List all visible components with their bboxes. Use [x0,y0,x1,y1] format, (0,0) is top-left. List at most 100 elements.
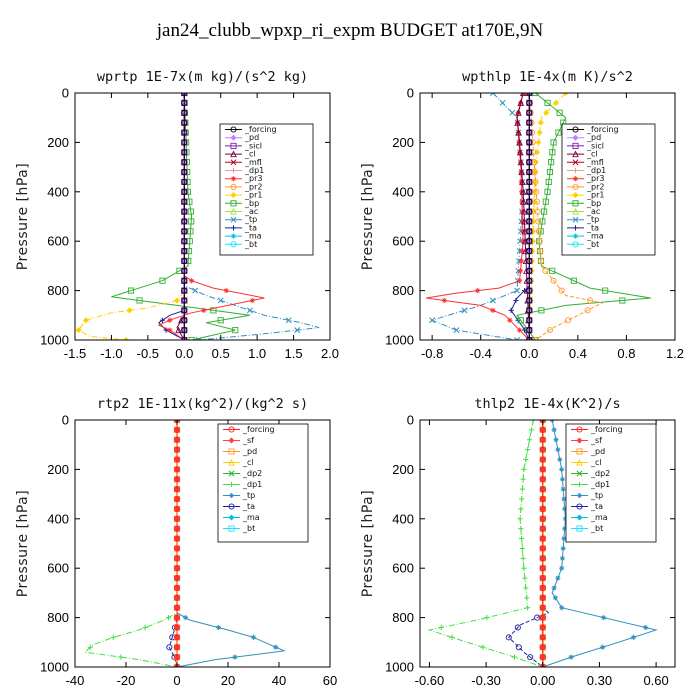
series-point-tp [285,317,292,324]
series-point-cl [517,99,525,106]
series-point-forcing [173,584,181,592]
series-point-forcing [181,277,188,284]
series-point-tp [246,307,253,314]
panel-title: wprtp 1E-7x(m kg)/(s^2 kg) [97,69,308,85]
series-point-pr1 [82,317,89,324]
series-point-tp [559,605,565,611]
series-point-pr3 [490,307,496,313]
series-point-cl [516,148,524,156]
series-point-pr2 [537,248,544,255]
series-point-forcing [173,515,181,522]
series-point-forcing [539,535,546,542]
series-point-bp [541,208,548,215]
legend-marker [576,470,583,477]
series-line-bp [111,93,250,340]
series-point-forcing [181,149,188,156]
series-point-pr2 [586,297,594,304]
legend-entry: _pr3 [586,174,604,183]
series-point-tp [461,307,468,314]
x-tick-label: 0.8 [617,346,635,361]
legend-marker [576,492,583,499]
legend: _forcing _sf _pd _cl _dp2 _dp1 _tp _ta _ma _bt [565,423,657,543]
series-group [427,420,658,667]
series-point-forcing [526,198,533,205]
legend-entry: _ac [586,207,600,216]
series-point-forcing [181,228,188,235]
series-point-bp [549,149,556,156]
series-point-tp [509,109,516,116]
legend-marker [230,183,237,190]
series-point-cl [518,168,526,176]
legend-entry: _sf [242,436,254,445]
legend-marker [576,458,583,466]
series-point-cl [514,119,521,126]
x-tick-label: -40 [66,673,85,688]
series-point-ta [521,327,528,333]
series-point-forcing [173,446,181,453]
series-point-forcing [173,545,181,552]
y-tick-label: 600 [392,234,414,249]
series-point-tp [453,327,460,334]
series-point-forcing [526,257,533,265]
series-point-pr1 [552,99,560,106]
x-tick-label: 0.00 [530,673,555,688]
series-point-dp1 [523,585,529,591]
legend-marker [576,514,583,521]
series-point-cl [519,188,527,195]
legend-entry: _dp2 [242,469,262,478]
series-point-forcing [173,495,181,503]
legend-marker [576,481,583,488]
series-point-cl [515,109,522,116]
series-line-dp1 [427,420,543,667]
series-point-pr3 [517,268,524,274]
series-point-forcing [526,228,533,235]
series-point-tp [559,555,566,561]
series-point-tp [429,317,436,324]
legend-entry: _ta [590,502,603,511]
series-point-pr3 [520,238,526,244]
legend-marker [572,241,579,248]
legend-entry: _pr2 [244,182,262,191]
series-point-cl [519,93,527,97]
legend-entry: _mfl [586,158,604,167]
legend-marker [572,176,579,182]
series-point-pr3 [517,149,523,155]
series-line-dp1 [84,420,178,667]
series-point-dp1 [526,437,533,443]
series-point-tp [250,634,257,640]
series-point-forcing [173,624,181,631]
legend-entry: _bp [244,199,259,208]
series-point-forcing [539,495,546,503]
series-point-forcing [173,476,181,483]
series-point-tp [516,248,523,255]
series-point-pr3 [507,317,513,323]
series-point-forcing [526,277,533,284]
series-point-dp1 [525,605,531,611]
legend-entry: _forcing [590,425,623,434]
series-point-pr1 [126,307,133,314]
series-point-bp [556,109,563,116]
series-point-forcing [539,614,546,621]
series-point-forcing [181,297,188,304]
series-point-pr3 [516,327,523,333]
legend-entry: _tp [244,215,257,224]
legend-marker [572,159,579,166]
legend-marker [228,426,235,433]
series-point-forcing [526,208,533,215]
legend-marker [572,142,579,149]
series-point-dp1 [521,565,527,571]
series-point-dp1 [518,526,524,532]
series-point-forcing [181,267,188,274]
legend-marker [572,233,579,239]
legend-marker [228,503,235,510]
legend-marker [230,159,237,166]
y-tick-label: 200 [47,135,69,150]
series-point-dp1 [519,486,525,492]
series-point-tp [489,93,496,96]
legend-entry: _sicl [586,141,604,150]
legend-entry: _bp [586,199,601,208]
series-point-cl [521,217,528,225]
series-point-forcing [173,535,181,542]
series-point-forcing [173,634,181,641]
series-point-tp [562,516,569,522]
